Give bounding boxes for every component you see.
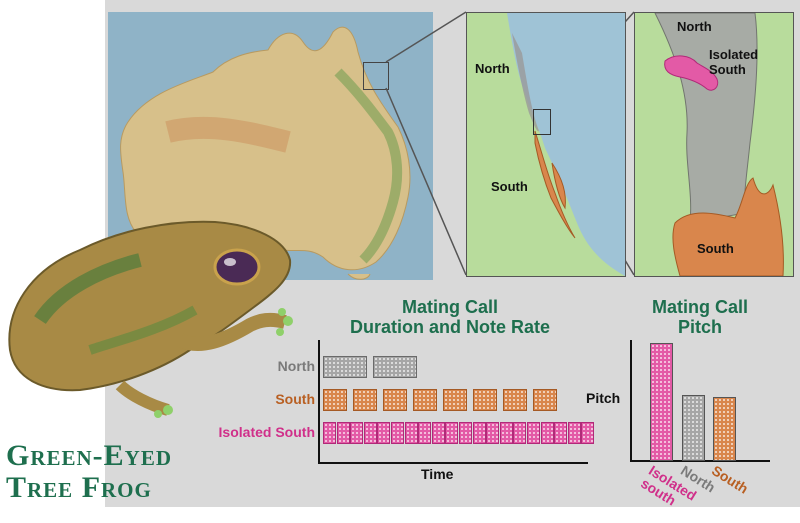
call-note bbox=[486, 422, 500, 444]
call-note bbox=[472, 422, 486, 444]
call-note bbox=[373, 356, 417, 378]
call-note bbox=[581, 422, 595, 444]
call-note bbox=[445, 422, 459, 444]
zoom-box-regional bbox=[533, 109, 551, 135]
call-note bbox=[503, 389, 527, 411]
call-note bbox=[418, 422, 432, 444]
call-note bbox=[391, 422, 404, 444]
duration-title-line1: Mating Call bbox=[401, 297, 498, 317]
frog-illustration bbox=[8, 220, 293, 418]
duration-y-axis bbox=[318, 340, 320, 464]
duration-row-label: South bbox=[275, 391, 315, 407]
pitch-title-line1: Mating Call bbox=[651, 297, 748, 317]
call-note bbox=[443, 389, 467, 411]
call-note bbox=[527, 422, 540, 444]
call-note bbox=[533, 389, 557, 411]
call-note bbox=[353, 389, 377, 411]
pitch-chart-title: Mating Call Pitch bbox=[620, 297, 780, 337]
call-note bbox=[554, 422, 568, 444]
call-note bbox=[540, 422, 554, 444]
pitch-y-label: Pitch bbox=[586, 390, 621, 406]
regional-landmass bbox=[467, 13, 625, 276]
pitch-title-line2: Pitch bbox=[677, 317, 722, 337]
zoom-box-main bbox=[363, 62, 389, 90]
region-south-label: South bbox=[491, 179, 528, 194]
call-note bbox=[363, 422, 377, 444]
call-note bbox=[431, 422, 445, 444]
regional-map: North South bbox=[466, 12, 626, 277]
detail-isolated-south-label: Isolated South bbox=[709, 47, 759, 77]
call-note bbox=[323, 356, 367, 378]
duration-title-line2: Duration and Note Rate bbox=[349, 317, 550, 337]
call-note bbox=[350, 422, 364, 444]
duration-x-axis bbox=[318, 462, 588, 464]
pitch-x-axis bbox=[630, 460, 770, 462]
pitch-bar bbox=[650, 342, 673, 461]
call-note bbox=[336, 422, 350, 444]
call-note bbox=[383, 389, 407, 411]
call-note bbox=[413, 389, 437, 411]
call-note bbox=[567, 422, 581, 444]
duration-row-label: North bbox=[277, 358, 315, 374]
pitch-bar bbox=[713, 397, 736, 461]
call-note bbox=[473, 389, 497, 411]
duration-x-label: Time bbox=[421, 466, 454, 482]
call-note bbox=[459, 422, 472, 444]
duration-chart-title: Mating Call Duration and Note Rate bbox=[310, 297, 590, 337]
region-north-label: North bbox=[475, 61, 510, 76]
detail-map: North Isolated South South bbox=[634, 12, 794, 277]
detail-north-label: North bbox=[677, 19, 712, 34]
frog-title-line1: Green-Eyed bbox=[6, 439, 173, 472]
detail-ranges bbox=[654, 13, 784, 276]
duration-row-label: Isolated South bbox=[218, 424, 315, 440]
australia-landmass bbox=[120, 26, 411, 280]
call-note bbox=[323, 389, 347, 411]
call-note bbox=[377, 422, 391, 444]
call-note bbox=[323, 422, 336, 444]
call-note bbox=[513, 422, 527, 444]
pitch-y-axis bbox=[630, 340, 632, 462]
call-note bbox=[404, 422, 418, 444]
detail-south-label: South bbox=[697, 241, 734, 256]
call-note bbox=[499, 422, 513, 444]
frog-title-line2: Tree Frog bbox=[6, 471, 152, 504]
pitch-bar bbox=[682, 395, 705, 461]
